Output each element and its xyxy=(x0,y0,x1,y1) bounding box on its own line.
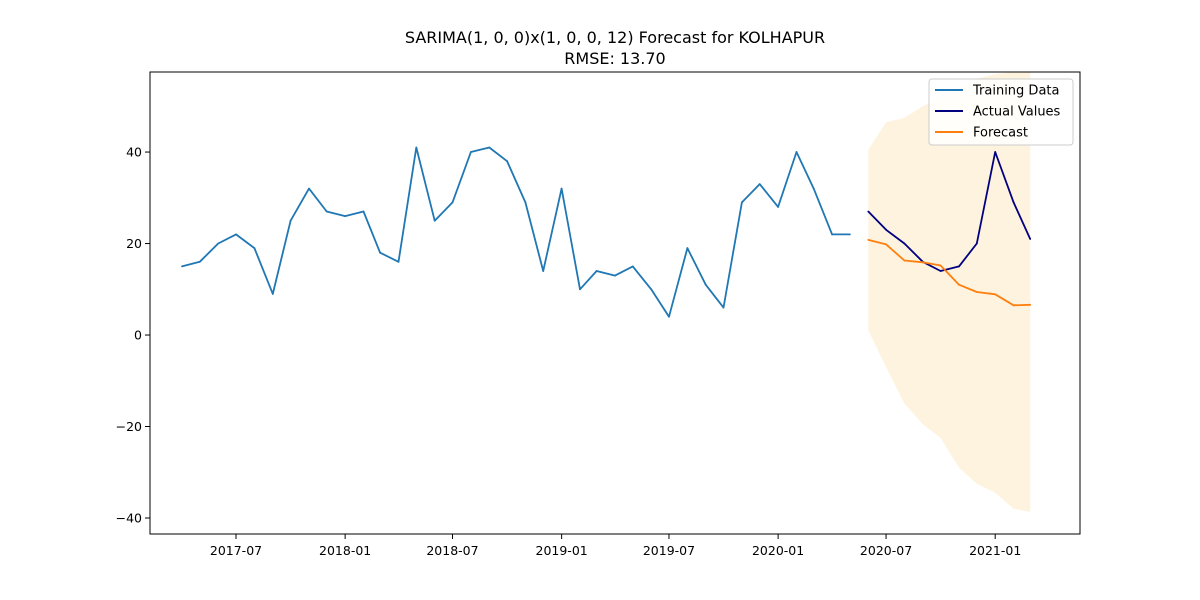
data-point xyxy=(362,210,365,213)
legend-item: Forecast xyxy=(935,126,1028,141)
data-point xyxy=(758,183,761,186)
data-point xyxy=(308,187,310,190)
data-point xyxy=(1029,238,1032,240)
data-point xyxy=(488,146,491,149)
data-point xyxy=(595,270,598,272)
data-point xyxy=(831,233,833,236)
data-point xyxy=(903,242,906,245)
data-point xyxy=(379,251,381,254)
data-point xyxy=(668,315,670,318)
y-axis: −40 −20 0 20 40 xyxy=(116,145,150,525)
data-point xyxy=(939,264,942,267)
data-point xyxy=(506,160,508,163)
series-forecast xyxy=(867,239,1032,307)
data-point xyxy=(579,288,581,291)
data-point xyxy=(289,219,292,222)
data-point xyxy=(344,215,346,218)
data-point xyxy=(1012,304,1015,307)
chart-title: SARIMA(1, 0, 0)x(1, 0, 0, 12) Forecast f… xyxy=(405,28,825,47)
data-point xyxy=(235,233,237,236)
data-point xyxy=(397,260,400,263)
data-point xyxy=(631,265,634,268)
y-tick-label: −20 xyxy=(116,419,142,434)
chart-subtitle: RMSE: 13.70 xyxy=(564,49,665,68)
data-point xyxy=(198,260,201,263)
x-tick-label: 2018-07 xyxy=(426,543,478,558)
data-point xyxy=(903,259,906,262)
data-point xyxy=(524,201,527,204)
data-point xyxy=(470,151,472,153)
series-lines-layer xyxy=(181,146,1032,318)
x-tick-label: 2019-07 xyxy=(643,543,695,558)
data-point xyxy=(921,261,924,264)
data-point xyxy=(958,265,960,268)
y-tick-label: −40 xyxy=(116,510,142,525)
x-tick-label: 2017-07 xyxy=(210,543,262,558)
data-point xyxy=(885,228,887,231)
data-point xyxy=(181,265,183,268)
legend-label: Actual Values xyxy=(973,105,1061,120)
plot-frame xyxy=(149,71,1081,535)
data-point xyxy=(650,288,653,291)
x-tick-label: 2018-01 xyxy=(319,543,371,558)
data-point xyxy=(975,291,978,293)
data-point xyxy=(939,270,942,272)
data-point xyxy=(975,242,978,245)
y-tick-label: 0 xyxy=(134,328,142,343)
legend-item: Actual Values xyxy=(935,105,1061,120)
data-point xyxy=(867,210,870,213)
legend-label: Training Data xyxy=(972,84,1059,99)
data-point xyxy=(795,151,798,153)
data-point xyxy=(686,247,689,250)
series-training-data xyxy=(181,146,851,318)
y-tick-label: 20 xyxy=(126,236,142,251)
legend-item: Training Data xyxy=(935,84,1059,99)
y-tick-label: 40 xyxy=(126,145,142,160)
data-point xyxy=(994,151,997,153)
legend: Training Data Actual Values Forecast xyxy=(928,78,1074,146)
data-point xyxy=(812,187,815,190)
legend-label: Forecast xyxy=(973,126,1028,141)
x-axis: 2017-07 2018-01 2018-07 2019-01 2019-07 2020-… xyxy=(210,534,1021,558)
data-point xyxy=(885,243,887,246)
data-point xyxy=(777,206,779,208)
data-point xyxy=(542,270,545,272)
data-point xyxy=(271,293,274,295)
data-point xyxy=(415,146,418,149)
data-point xyxy=(1029,303,1032,306)
x-tick-label: 2020-01 xyxy=(752,543,804,558)
data-point xyxy=(1012,201,1015,204)
data-point xyxy=(958,283,960,286)
legend-box xyxy=(928,78,1074,146)
data-point xyxy=(614,274,616,277)
series-actual-values xyxy=(867,151,1032,272)
data-point xyxy=(560,187,563,190)
x-tick-label: 2021-01 xyxy=(969,543,1021,558)
series-line xyxy=(868,239,1031,307)
data-point xyxy=(451,201,454,204)
data-point xyxy=(217,242,220,245)
data-point xyxy=(722,306,725,309)
data-point xyxy=(741,201,743,204)
data-point xyxy=(994,293,997,296)
series-line xyxy=(867,151,1032,272)
series-line xyxy=(181,146,850,318)
x-tick-label: 2019-01 xyxy=(536,543,588,558)
x-tick-label: 2020-07 xyxy=(860,543,912,558)
data-point xyxy=(325,210,328,213)
data-point xyxy=(867,239,870,241)
data-point xyxy=(849,233,851,236)
data-point xyxy=(433,219,436,222)
data-point xyxy=(253,247,256,250)
data-point xyxy=(704,283,707,286)
